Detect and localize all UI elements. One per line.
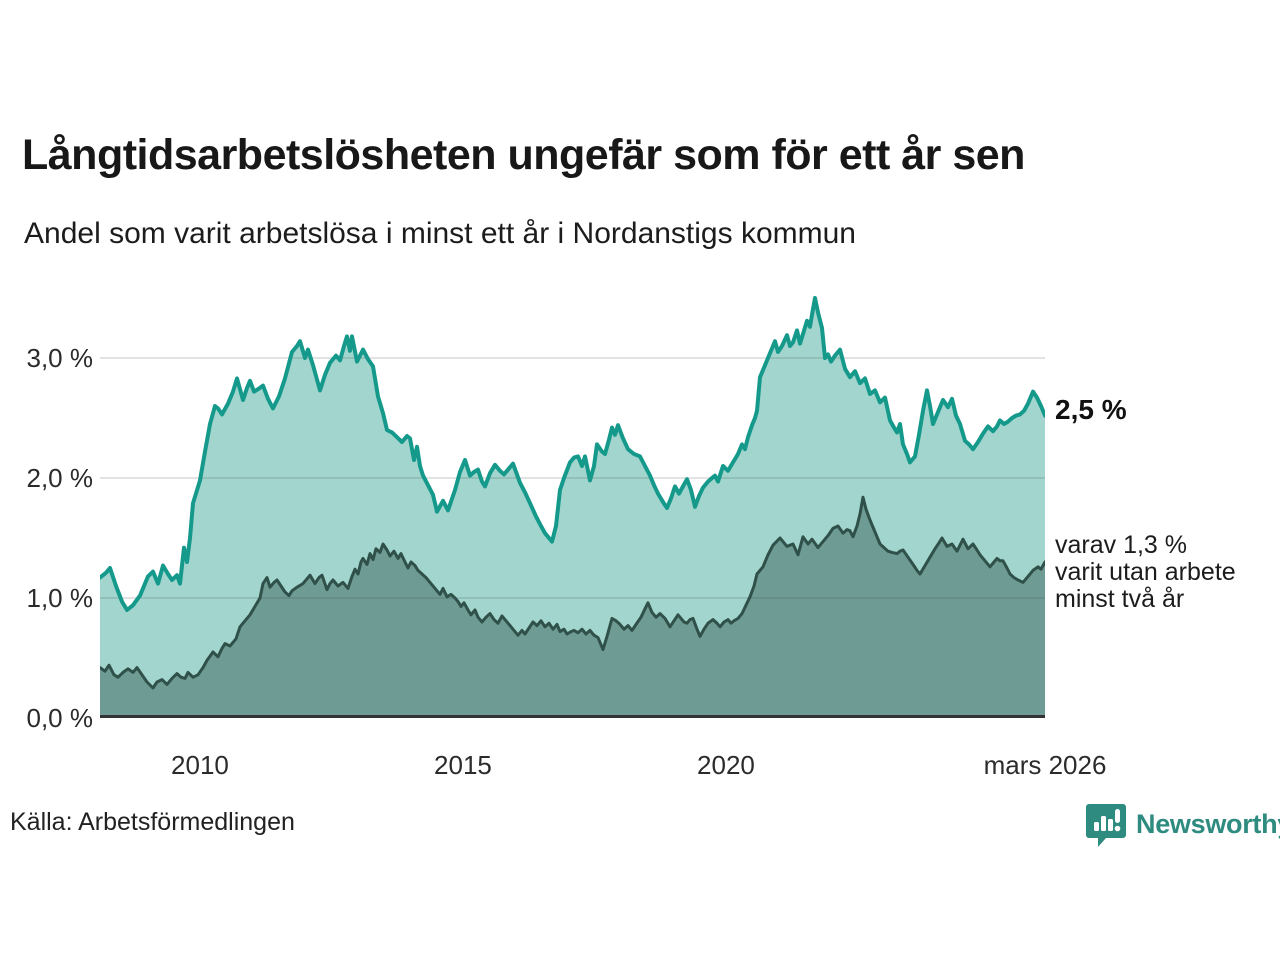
series-line-one-year (100, 296, 1045, 612)
y-tick-label: 0,0 % (26, 703, 94, 733)
annotation-line: minst två år (1055, 585, 1185, 613)
page-subtitle: Andel som varit arbetslösa i minst ett å… (24, 217, 856, 250)
y-tick-label: 3,0 % (26, 343, 94, 373)
y-tick-label: 1,0 % (26, 583, 94, 613)
page-title: Långtidsarbetslösheten ungefär som för e… (22, 131, 1025, 179)
newsworthy-brand: Newsworthy (1086, 801, 1280, 847)
x-tick-label: 2020 (697, 750, 755, 780)
annotation-line: varav 1,3 % (1055, 531, 1188, 559)
brand-name: Newsworthy (1136, 808, 1280, 839)
latest-value-label: 2,5 % (1055, 394, 1127, 425)
logo-bar-medium (1108, 819, 1113, 831)
series-line-two-years (100, 495, 1045, 690)
logo-bar-tall (1101, 816, 1106, 831)
x-tick-label: 2010 (171, 750, 229, 780)
secondary-annotation: varav 1,3 % varit utan arbete minst två … (1055, 532, 1236, 613)
source-credit: Källa: Arbetsförmedlingen (10, 808, 295, 836)
newsworthy-logo-icon (1086, 804, 1126, 847)
logo-bar-small (1094, 822, 1099, 831)
x-tick-label: mars 2026 (983, 750, 1107, 780)
x-tick-label: 2015 (434, 750, 492, 780)
area-chart-plot (100, 296, 1045, 718)
logo-exclamation-dot (1114, 825, 1121, 832)
area-fill-two-years (100, 497, 1045, 718)
y-tick-label: 2,0 % (26, 463, 94, 493)
logo-exclamation-bar (1115, 809, 1120, 823)
annotation-line: varit utan arbete (1055, 558, 1236, 586)
